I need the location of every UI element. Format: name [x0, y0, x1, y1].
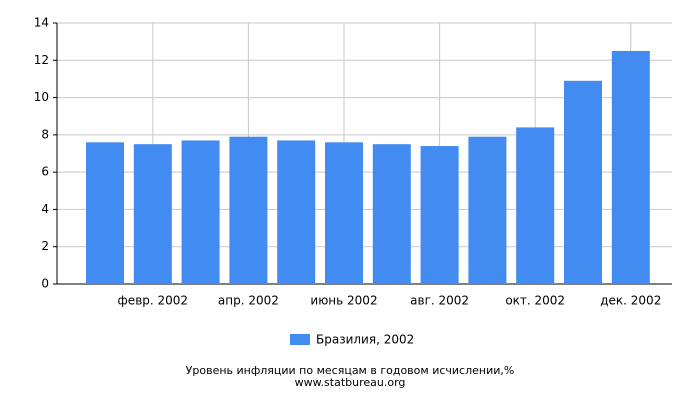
y-tick-label: 0	[41, 277, 49, 291]
bar	[229, 136, 268, 284]
bar	[516, 127, 555, 285]
bar	[564, 80, 602, 285]
legend-swatch	[290, 334, 310, 345]
y-tick-label: 8	[41, 127, 49, 141]
x-tick-label: авг. 2002	[410, 294, 469, 308]
x-tick-label: июнь 2002	[310, 294, 377, 308]
x-tick-label: окт. 2002	[505, 294, 565, 308]
legend-label: Бразилия, 2002	[316, 333, 414, 347]
bar	[133, 144, 172, 284]
bar	[325, 142, 363, 284]
bar	[372, 144, 411, 284]
bar	[181, 140, 220, 284]
chart-title: Уровень инфляции по месяцам в годовом ис…	[186, 364, 515, 377]
bar	[86, 142, 124, 284]
bar	[611, 50, 650, 284]
y-tick-label: 6	[41, 165, 49, 179]
y-tick-label: 2	[41, 239, 49, 253]
bar	[468, 136, 507, 284]
chart-subtitle: www.statbureau.org	[295, 376, 406, 389]
y-tick-label: 14	[34, 16, 49, 30]
y-tick-label: 12	[34, 53, 49, 67]
x-tick-label: дек. 2002	[600, 294, 661, 308]
bar	[277, 140, 316, 284]
y-tick-label: 10	[34, 90, 49, 104]
y-tick-label: 4	[41, 202, 49, 216]
bar	[420, 146, 459, 284]
x-tick-label: апр. 2002	[218, 294, 279, 308]
x-tick-label: февр. 2002	[118, 294, 189, 308]
